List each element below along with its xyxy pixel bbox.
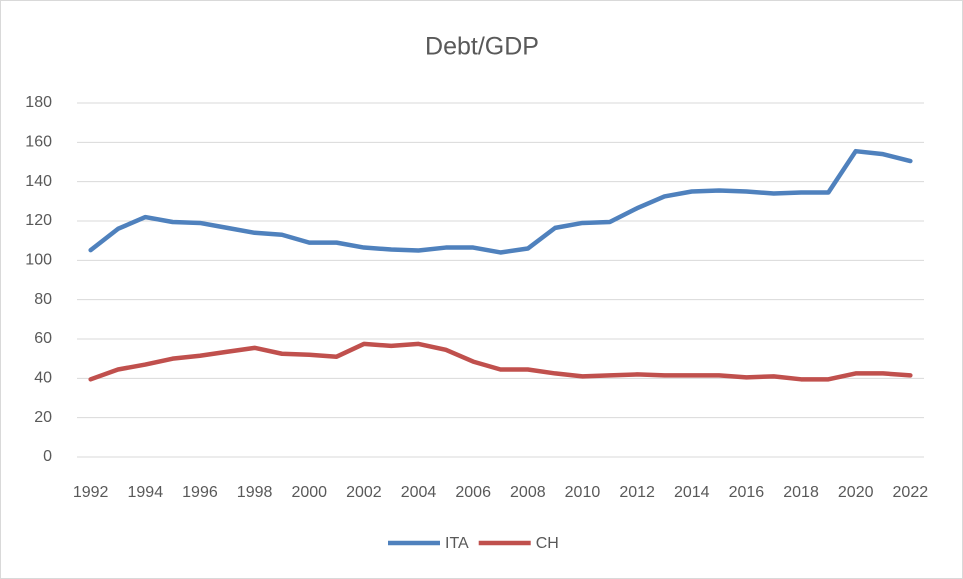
x-tick-label: 2020 <box>838 484 874 501</box>
y-tick-label: 160 <box>25 134 52 151</box>
y-tick-label: 0 <box>43 448 52 465</box>
series-line <box>88 148 913 255</box>
x-tick-label: 1994 <box>128 484 164 501</box>
legend-label: CH <box>536 535 559 552</box>
legend-label: ITA <box>445 535 469 552</box>
y-tick-label: 40 <box>34 370 52 387</box>
y-tick-label: 80 <box>34 291 52 308</box>
x-tick-label: 1996 <box>182 484 218 501</box>
y-tick-label: 180 <box>25 94 52 111</box>
y-tick-label: 120 <box>25 212 52 229</box>
y-tick-label: 140 <box>25 173 52 190</box>
series-line <box>88 341 913 382</box>
x-tick-label: 2006 <box>455 484 491 501</box>
y-tick-label: 60 <box>34 330 52 347</box>
x-tick-label: 2022 <box>893 484 929 501</box>
chart-title: Debt/GDP <box>425 33 539 61</box>
x-tick-label: 2004 <box>401 484 437 501</box>
x-tick-label: 2010 <box>565 484 601 501</box>
x-tick-label: 1998 <box>237 484 273 501</box>
x-tick-label: 2000 <box>291 484 327 501</box>
x-tick-label: 2012 <box>619 484 655 501</box>
x-tick-label: 2016 <box>729 484 765 501</box>
y-tick-label: 20 <box>34 409 52 426</box>
x-tick-label: 2002 <box>346 484 382 501</box>
x-tick-label: 2018 <box>783 484 819 501</box>
x-tick-label: 2008 <box>510 484 546 501</box>
x-tick-label: 1992 <box>73 484 109 501</box>
y-tick-label: 100 <box>25 252 52 269</box>
x-tick-label: 2014 <box>674 484 710 501</box>
